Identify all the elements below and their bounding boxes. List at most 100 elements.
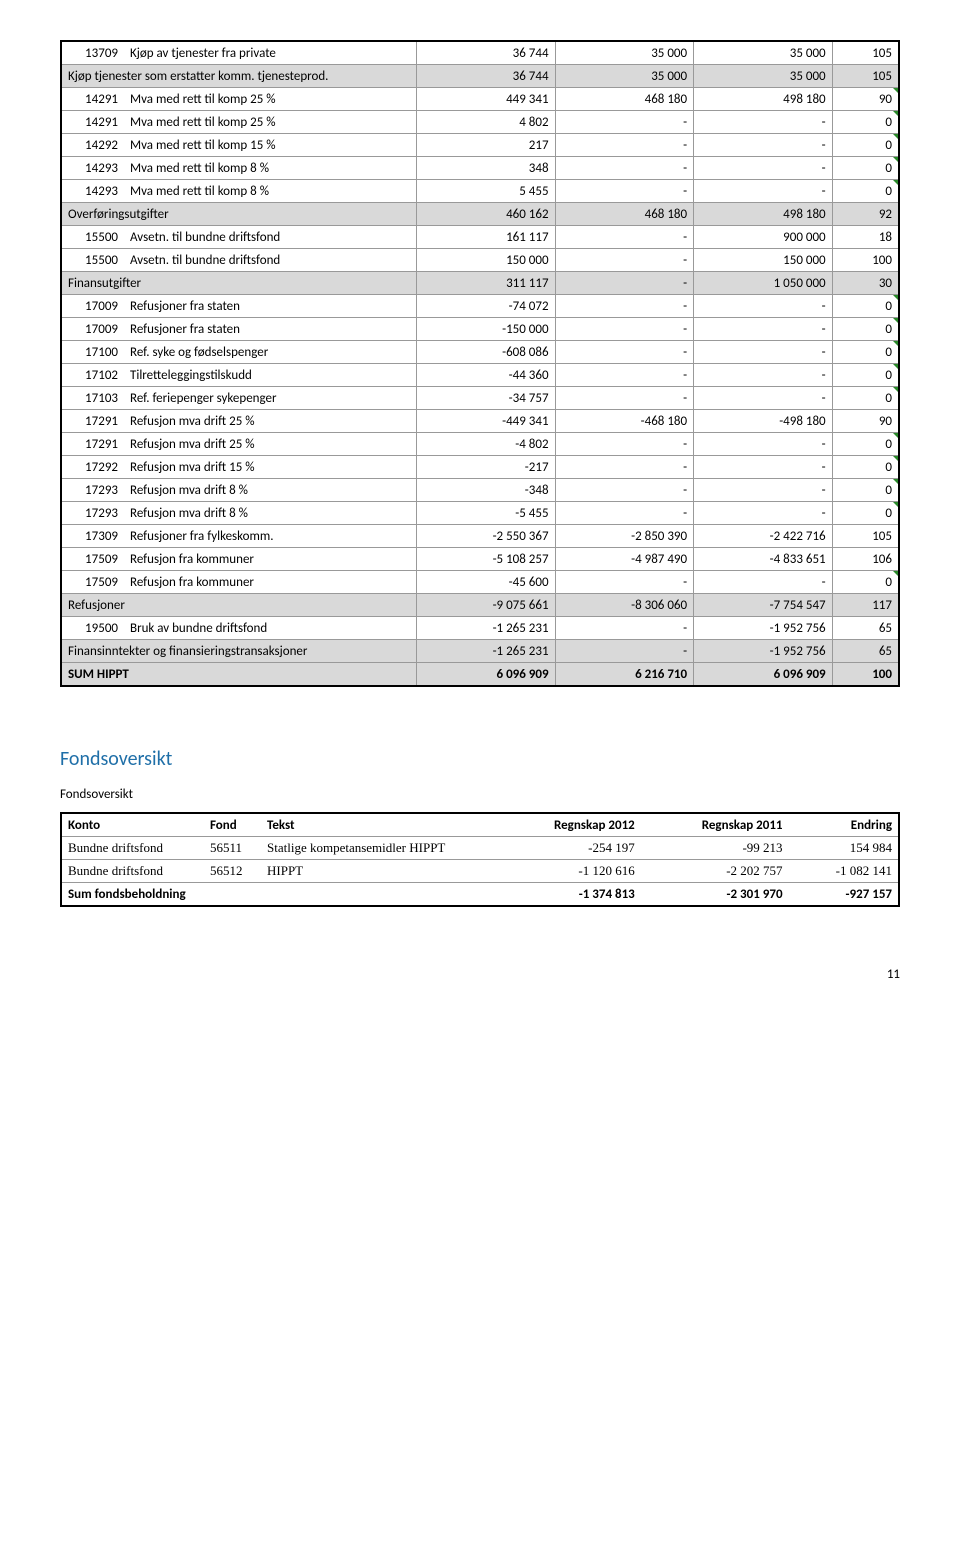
cell-value: 5 455 [417,180,556,203]
row-code: 14291 [61,88,124,111]
cell-value: - [694,157,833,180]
cell-value: 0 [832,111,899,134]
cell-value: - [694,134,833,157]
cell-value: - [555,341,694,364]
row-code: 13709 [61,41,124,65]
cell-value: 468 180 [555,203,694,226]
cell-value: - [555,134,694,157]
cell-value: 92 [832,203,899,226]
cell-value: 35 000 [555,65,694,88]
cell-value: 6 096 909 [417,663,556,687]
row-desc: Refusjon mva drift 25 % [124,433,417,456]
row-code: 14293 [61,157,124,180]
cell-value: - [694,318,833,341]
cell-value: 0 [832,341,899,364]
row-code: 17100 [61,341,124,364]
cell-value: -2 850 390 [555,525,694,548]
cell-value: - [555,456,694,479]
cell-value: - [694,387,833,410]
cell: 56512 [204,860,261,883]
row-desc: Refusjoner fra fylkeskomm. [124,525,417,548]
cell-value: -2 550 367 [417,525,556,548]
cell: 56511 [204,837,261,860]
cell-value: 100 [832,249,899,272]
cell-value: 150 000 [417,249,556,272]
row-desc: Refusjoner fra staten [124,318,417,341]
cell-value: 0 [832,364,899,387]
cell-value: 30 [832,272,899,295]
row-label: Overføringsutgifter [61,203,417,226]
row-code: 17009 [61,318,124,341]
cell: -2 202 757 [641,860,789,883]
cell-value: -5 108 257 [417,548,556,571]
row-desc: Refusjoner fra staten [124,295,417,318]
row-code: 17509 [61,548,124,571]
cell-value: -4 987 490 [555,548,694,571]
cell-value: - [555,157,694,180]
cell-value: 117 [832,594,899,617]
fonds-label: Fondsoversikt [60,787,900,802]
row-code: 17293 [61,502,124,525]
cell-value: - [555,226,694,249]
row-desc: Refusjon mva drift 8 % [124,502,417,525]
cell-value: - [694,571,833,594]
cell-value: - [694,502,833,525]
row-desc: Refusjon mva drift 15 % [124,456,417,479]
row-code: 15500 [61,226,124,249]
row-code: 15500 [61,249,124,272]
cell-value: - [555,433,694,456]
cell-value: 449 341 [417,88,556,111]
cell-value: 1 050 000 [694,272,833,295]
cell-value: 498 180 [694,88,833,111]
cell-value: - [555,364,694,387]
cell-value: - [555,571,694,594]
cell: -99 213 [641,837,789,860]
cell-value: -1 952 756 [694,617,833,640]
cell-value: - [694,479,833,502]
row-desc: Avsetn. til bundne driftsfond [124,226,417,249]
cell-value: 0 [832,479,899,502]
sum-label: Sum fondsbeholdning [61,883,493,907]
row-code: 14291 [61,111,124,134]
col-header: Endring [789,813,899,837]
cell-value: 35 000 [694,65,833,88]
row-desc: Mva med rett til komp 15 % [124,134,417,157]
cell-value: 65 [832,617,899,640]
cell-value: -150 000 [417,318,556,341]
col-header: Fond [204,813,261,837]
cell: Bundne driftsfond [61,837,204,860]
row-label: SUM HIPPT [61,663,417,687]
cell-value: -1 265 231 [417,640,556,663]
cell-value: 6 096 909 [694,663,833,687]
col-header: Regnskap 2011 [641,813,789,837]
row-label: Refusjoner [61,594,417,617]
row-desc: Ref. feriepenger sykepenger [124,387,417,410]
cell-value: 100 [832,663,899,687]
cell-value: - [694,111,833,134]
row-label: Finansutgifter [61,272,417,295]
cell-value: 105 [832,525,899,548]
cell-value: 217 [417,134,556,157]
row-code: 14293 [61,180,124,203]
cell-value: 460 162 [417,203,556,226]
row-code: 17102 [61,364,124,387]
sum-value: -927 157 [789,883,899,907]
cell-value: -4 802 [417,433,556,456]
cell-value: 65 [832,640,899,663]
cell-value: - [555,387,694,410]
cell-value: - [555,180,694,203]
row-desc: Refusjon fra kommuner [124,548,417,571]
cell-value: -468 180 [555,410,694,433]
cell-value: -34 757 [417,387,556,410]
cell-value: -4 833 651 [694,548,833,571]
cell: -1 082 141 [789,860,899,883]
cell-value: 0 [832,134,899,157]
row-desc: Bruk av bundne driftsfond [124,617,417,640]
cell-value: 348 [417,157,556,180]
cell-value: 35 000 [555,41,694,65]
cell-value: - [555,295,694,318]
row-label: Finansinntekter og finansieringstransaks… [61,640,417,663]
row-code: 17292 [61,456,124,479]
cell-value: -2 422 716 [694,525,833,548]
row-desc: Avsetn. til bundne driftsfond [124,249,417,272]
